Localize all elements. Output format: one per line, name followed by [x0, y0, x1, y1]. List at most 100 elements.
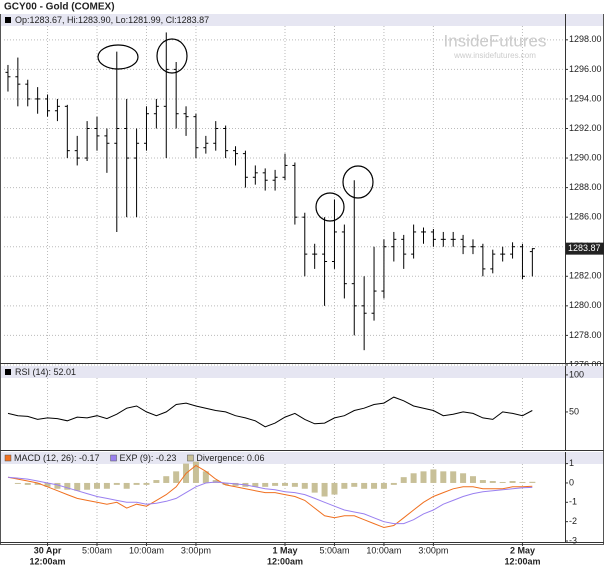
divergence-bar	[509, 481, 516, 483]
divergence-bar	[301, 482, 308, 489]
divergence-bar	[371, 482, 378, 489]
panel-header	[1, 14, 603, 26]
divergence-bar	[351, 482, 358, 487]
divergence-bar	[103, 482, 110, 489]
y-tick-label: 1294.00	[569, 93, 602, 103]
divergence-bar	[420, 471, 427, 483]
divergence-bar	[84, 482, 91, 490]
logo-url: www.insidefutures.com	[453, 51, 536, 60]
divergence-bar	[44, 482, 51, 487]
legend-text: RSI (14): 52.01	[15, 367, 76, 377]
divergence-bar	[24, 482, 31, 485]
annotation-circle	[156, 38, 188, 74]
y-tick-label: 1286.00	[569, 212, 602, 222]
divergence-bar	[410, 473, 417, 483]
divergence-bar	[64, 482, 71, 490]
legend-text: Divergence: 0.06	[196, 453, 264, 463]
divergence-bar	[252, 482, 259, 487]
frame	[0, 14, 604, 545]
y-tick-label: 50	[569, 406, 579, 416]
divergence-bar	[460, 473, 467, 483]
y-tick-label: 1290.00	[569, 152, 602, 162]
y-tick-label: 0	[569, 477, 574, 487]
legend-text: Op:1283.67, Hi:1283.90, Lo:1281.99, Cl:1…	[15, 15, 209, 25]
annotation-circle	[315, 192, 345, 222]
x-tick-label: 10:00am	[366, 545, 401, 555]
divergence-bar	[94, 482, 101, 489]
macd-line	[7, 476, 533, 525]
divergence-bar	[281, 482, 288, 486]
annotation-circle	[342, 165, 374, 199]
divergence-bar	[222, 482, 229, 485]
divergence-bar	[390, 482, 397, 485]
panel-header	[1, 366, 603, 378]
x-tick-label: 5:00am	[82, 545, 112, 555]
divergence-bar	[499, 481, 506, 483]
x-date-label: 30 Apr	[34, 545, 62, 555]
x-date-label: 2 May	[510, 545, 535, 555]
divergence-bar	[153, 480, 160, 483]
x-tick-label: 3:00pm	[181, 545, 211, 555]
legend-swatch	[5, 369, 11, 375]
annotation-circle	[97, 44, 139, 70]
divergence-bar	[380, 482, 387, 489]
y-tick-label: 1	[569, 458, 574, 468]
divergence-bar	[479, 480, 486, 483]
divergence-bar	[192, 461, 199, 483]
divergence-bar	[331, 482, 338, 495]
y-tick-label: 1280.00	[569, 300, 602, 310]
rsi-line	[7, 396, 533, 428]
last-price: 1283.87	[568, 243, 601, 253]
plots: 1276.001278.001280.001282.001284.001286.…	[0, 14, 604, 566]
divergence-bar	[202, 471, 209, 483]
divergence-bar	[400, 477, 407, 483]
divergence-bar	[113, 482, 120, 485]
y-tick-label: 1282.00	[569, 271, 602, 281]
divergence-bar	[321, 482, 328, 497]
y-tick-label: -1	[569, 497, 577, 507]
divergence-bar	[291, 482, 298, 487]
legend-text: EXP (9): -0.23	[120, 453, 177, 463]
x-date-label: 1 May	[272, 545, 297, 555]
divergence-bar	[430, 469, 437, 483]
divergence-bar	[173, 471, 180, 483]
logo: InsideFutures	[444, 31, 547, 50]
divergence-bar	[54, 482, 61, 489]
divergence-bar	[529, 481, 536, 483]
divergence-bar	[440, 471, 447, 483]
x-tick-label: 10:00am	[129, 545, 164, 555]
divergence-bar	[450, 471, 457, 483]
legend-text: MACD (12, 26): -0.17	[14, 453, 100, 463]
divergence-bar	[74, 482, 81, 491]
legend-swatch	[110, 454, 117, 462]
y-tick-label: 1298.00	[569, 34, 602, 44]
divergence-bar	[34, 482, 41, 485]
legend-swatch	[5, 17, 11, 23]
legend-swatch	[4, 454, 12, 462]
divergence-bar	[311, 482, 318, 493]
divergence-bar	[232, 482, 239, 486]
y-tick-label: 1296.00	[569, 64, 602, 74]
legend-swatch	[187, 454, 194, 462]
y-tick-label: -3	[569, 535, 577, 545]
divergence-bar	[14, 482, 21, 484]
annotations	[97, 38, 374, 222]
panel-header	[1, 452, 603, 464]
y-tick-label: -2	[569, 516, 577, 526]
divergence-bar	[133, 482, 140, 485]
divergence-bar	[341, 482, 348, 489]
divergence-bar	[272, 482, 279, 486]
divergence-bar	[163, 476, 170, 483]
x-tick-label: 12:00am	[504, 556, 540, 566]
chart-title: GCY00 - Gold (COMEX)	[4, 2, 115, 13]
x-tick-label: 12:00am	[267, 556, 303, 566]
y-tick-label: 1276.00	[569, 359, 602, 369]
divergence-bar	[262, 482, 269, 487]
divergence-bar	[469, 476, 476, 483]
x-tick-label: 5:00am	[319, 545, 349, 555]
divergence-bar	[361, 482, 368, 489]
y-tick-label: 1288.00	[569, 182, 602, 192]
divergence-bar	[143, 482, 150, 485]
